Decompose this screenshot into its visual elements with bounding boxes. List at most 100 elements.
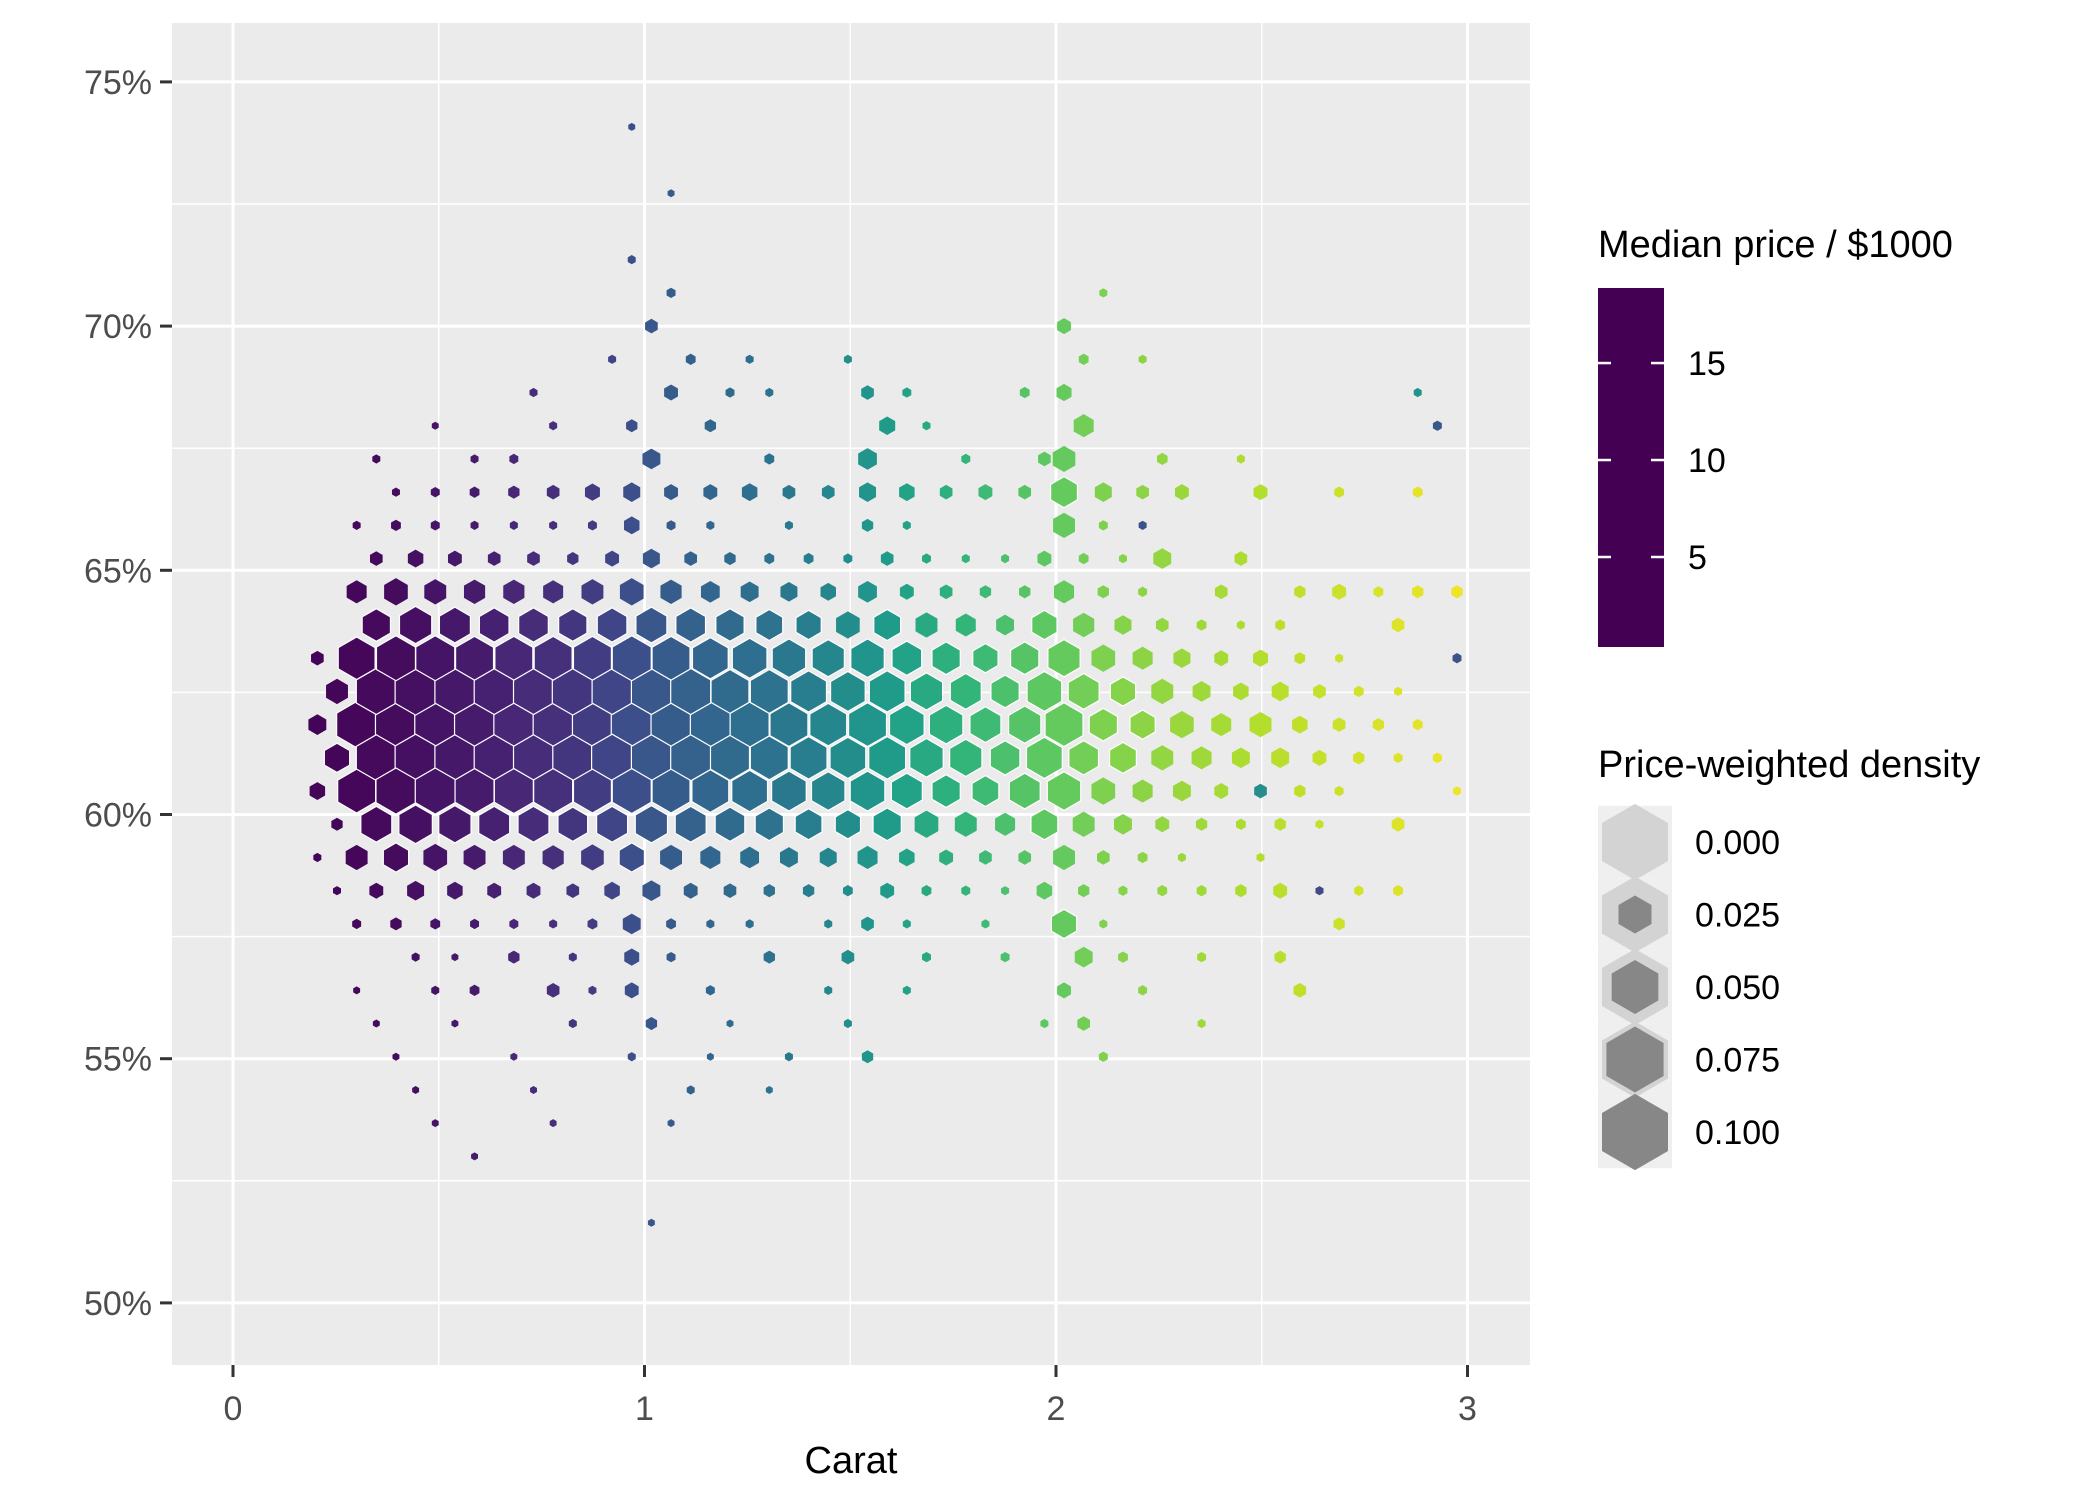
hexagon bbox=[508, 485, 520, 499]
hexagon bbox=[1157, 885, 1168, 897]
hexagon bbox=[623, 516, 640, 535]
hexagon bbox=[1052, 445, 1076, 473]
hexagon bbox=[1138, 520, 1147, 530]
x-tick-label: 1 bbox=[635, 1390, 654, 1428]
hexagon bbox=[618, 842, 645, 873]
hexagon bbox=[1073, 612, 1095, 638]
hexagon bbox=[1432, 752, 1442, 764]
hexagon bbox=[703, 484, 718, 501]
hexagon bbox=[954, 811, 977, 837]
hexagon bbox=[1008, 772, 1041, 810]
hexagon bbox=[313, 852, 322, 863]
hexagon bbox=[588, 985, 597, 995]
hexagon bbox=[921, 885, 932, 897]
hexagon bbox=[611, 767, 652, 815]
hexagon bbox=[763, 884, 775, 898]
hexagon bbox=[430, 486, 440, 498]
hexagon bbox=[352, 520, 361, 530]
hexagon bbox=[587, 918, 598, 930]
hexagon bbox=[411, 952, 420, 962]
hexagon bbox=[487, 551, 501, 566]
hexagon bbox=[372, 454, 381, 464]
hexagon bbox=[1249, 711, 1272, 738]
hexagon bbox=[1132, 779, 1153, 803]
hexagon bbox=[1293, 983, 1307, 998]
hexagon bbox=[779, 847, 798, 868]
hexagon bbox=[1174, 484, 1189, 501]
hexagon bbox=[352, 918, 362, 930]
size-legend-label: 0.075 bbox=[1695, 1042, 1780, 1080]
hexagon bbox=[1019, 386, 1030, 399]
hexagon bbox=[509, 453, 519, 465]
hexagon bbox=[651, 635, 691, 681]
hexagon bbox=[706, 520, 715, 530]
hexagon bbox=[765, 387, 774, 398]
hexagon bbox=[1036, 881, 1053, 900]
hexagon bbox=[353, 986, 361, 995]
size-legend-label: 0.100 bbox=[1695, 1114, 1780, 1152]
hexagon bbox=[605, 550, 620, 567]
hexagon bbox=[795, 609, 822, 641]
hexagon bbox=[1315, 819, 1324, 829]
hexagon bbox=[685, 353, 696, 365]
hexagon bbox=[749, 735, 789, 781]
hexagon bbox=[1000, 951, 1010, 963]
hexagon bbox=[915, 612, 938, 638]
hexagon bbox=[1078, 552, 1089, 565]
color-legend-title: Median price / $1000 bbox=[1598, 224, 1953, 266]
hexagon bbox=[1235, 818, 1246, 830]
hexagon bbox=[1054, 580, 1075, 604]
hexagon bbox=[979, 585, 992, 599]
hexagon bbox=[763, 950, 775, 964]
size-legend-hexagon bbox=[1611, 960, 1659, 1014]
hexagon bbox=[794, 808, 823, 841]
hexagon bbox=[1332, 717, 1346, 732]
hexagon bbox=[1038, 451, 1051, 467]
hexagon bbox=[1114, 813, 1132, 835]
hexagon bbox=[509, 520, 518, 530]
hexagon bbox=[1256, 852, 1265, 863]
hexagon bbox=[1018, 484, 1032, 500]
hexagon bbox=[572, 635, 613, 681]
hexagon bbox=[369, 551, 383, 566]
hexagon bbox=[899, 483, 915, 502]
hexagon bbox=[705, 985, 715, 996]
hexagon bbox=[771, 638, 807, 679]
hexagon bbox=[581, 579, 604, 605]
hexagon bbox=[939, 584, 953, 600]
color-legend: 15 10 5 bbox=[1598, 288, 1726, 647]
hexagon bbox=[715, 607, 745, 643]
hexagon bbox=[1196, 885, 1207, 897]
hexagon bbox=[909, 737, 944, 778]
hexagon bbox=[700, 845, 721, 870]
hexagon bbox=[1271, 681, 1289, 702]
hexagon bbox=[843, 354, 852, 364]
hexagon bbox=[731, 637, 768, 679]
colorbar-label: 10 bbox=[1688, 442, 1726, 480]
hexagon bbox=[518, 607, 549, 643]
hexagon bbox=[1197, 951, 1207, 963]
hexagon bbox=[568, 952, 577, 962]
hexagon bbox=[1294, 585, 1306, 599]
hexagon bbox=[780, 581, 798, 602]
hexagon bbox=[821, 484, 835, 500]
hexagon bbox=[447, 881, 463, 900]
hexagon bbox=[430, 520, 440, 531]
hexagon bbox=[978, 484, 993, 501]
hexagon bbox=[1391, 816, 1405, 832]
hexagon bbox=[431, 985, 440, 995]
hexagon bbox=[741, 483, 758, 502]
hexagon bbox=[430, 918, 441, 930]
hexagon bbox=[596, 805, 629, 843]
hexagon bbox=[471, 1152, 479, 1161]
hexagon bbox=[1294, 652, 1306, 665]
hexagon bbox=[494, 635, 534, 681]
hexagon bbox=[478, 607, 510, 643]
hexagon bbox=[847, 702, 888, 748]
hexagon bbox=[651, 768, 691, 814]
hexagon bbox=[487, 882, 502, 899]
hexagon bbox=[1334, 486, 1345, 498]
hexagon bbox=[972, 642, 999, 674]
